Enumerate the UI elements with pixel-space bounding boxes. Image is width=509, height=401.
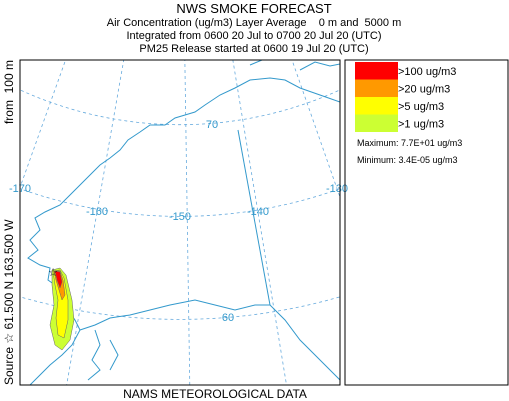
legend-label: >100 ug/m3 [398,66,456,78]
graticule [20,89,340,126]
legend-swatch [355,97,398,115]
source-label: Source ☆ 61.500 N 163.500 W [2,219,16,385]
height-label: from 100 m [2,60,16,124]
plume [54,270,63,289]
footer: NAMS METEOROLOGICAL DATA [123,387,307,401]
legend-label: >5 ug/m3 [398,101,444,113]
legend-swatch [355,114,398,132]
maximum: Maximum: 7.7E+01 ug/m3 [357,138,462,148]
longitude-label: -140 [247,206,269,218]
longitude-label: -160 [86,206,108,218]
coastline [87,60,340,381]
legend-swatch [355,79,398,97]
legend-swatch [355,62,398,80]
legend-frame [344,59,509,386]
map-frame [19,59,341,386]
longitude-label: -150 [169,211,191,223]
subtitle: Air Concentration (ug/m3) Layer Average … [107,17,402,29]
subtitle: Integrated from 0600 20 Jul to 0700 20 J… [127,30,382,42]
title: NWS SMOKE FORECAST [176,1,331,16]
coastline [79,299,340,381]
subtitle: PM25 Release started at 0600 19 Jul 20 (… [139,43,368,55]
legend-label: >1 ug/m3 [398,119,444,131]
plume [52,269,69,339]
legend-label: >20 ug/m3 [398,84,450,96]
border [237,129,271,306]
latitude-label: 60 [222,312,234,324]
minimum: Minimum: 3.4E-05 ug/m3 [357,155,458,165]
legend: >100 ug/m3 >20 ug/m3 >5 ug/m3 >1 ug/m3 [355,62,456,132]
source-marker: ☆ [48,267,58,279]
longitude-label: -130 [326,183,348,195]
latitude-label: 70 [206,119,218,131]
